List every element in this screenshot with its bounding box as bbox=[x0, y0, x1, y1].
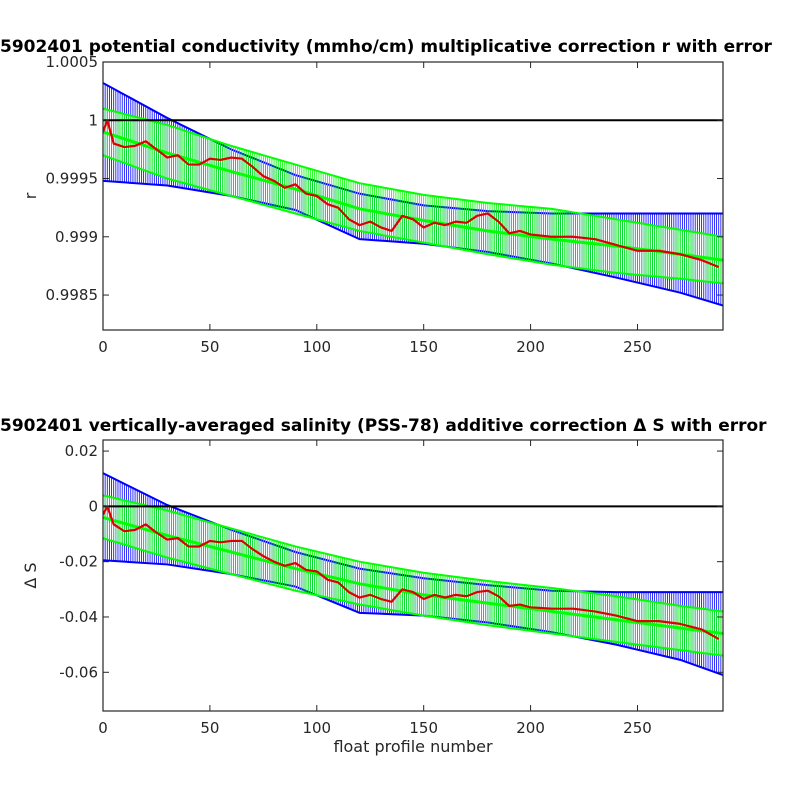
x-tick-label: 100 bbox=[302, 338, 331, 356]
panel-conductivity-correction: 0 50 100 150 200 250 0.9985 0.999 0.9995 1 1.00055… bbox=[0, 37, 773, 356]
y-tick-label: 0.9995 bbox=[46, 170, 99, 188]
y-axis-label: r bbox=[21, 192, 40, 199]
green-fit-upper bbox=[103, 107, 723, 238]
plot-area bbox=[103, 472, 723, 676]
red-series-line bbox=[103, 119, 720, 269]
x-tick-label: 50 bbox=[200, 338, 219, 356]
y-tick-label: 1.0005 bbox=[46, 53, 99, 71]
x-tick-label: 50 bbox=[200, 719, 219, 737]
axes-box bbox=[102, 439, 724, 712]
green-fit-center bbox=[103, 130, 723, 262]
y-tick-label: -0.02 bbox=[59, 553, 98, 571]
chart-title: 5902401 vertically-averaged salinity (PS… bbox=[0, 416, 767, 436]
x-tick-label: 250 bbox=[623, 338, 652, 356]
green-fit-lower bbox=[103, 537, 723, 657]
x-tick-label: 100 bbox=[302, 719, 331, 737]
y-tick-label: 0.999 bbox=[55, 228, 98, 246]
chart-title: 5902401 potential conductivity (mmho/cm)… bbox=[0, 37, 773, 57]
y-tick-label: 0 bbox=[88, 497, 98, 515]
x-tick-label: 250 bbox=[623, 719, 652, 737]
green-fit-center bbox=[103, 515, 723, 636]
plot-area bbox=[103, 82, 723, 307]
panel-salinity-correction: 0 50 100 150 200 250 -0.06 -0.04 -0.02 0 0.02 59024… bbox=[0, 416, 767, 756]
y-tick-label: 0.02 bbox=[65, 442, 98, 460]
y-tick-label: -0.04 bbox=[59, 608, 98, 626]
y-tick-label: 0.9985 bbox=[46, 286, 99, 304]
x-tick-label: 200 bbox=[516, 719, 545, 737]
x-tick-label: 0 bbox=[98, 338, 108, 356]
x-tick-label: 0 bbox=[98, 719, 108, 737]
red-series-line bbox=[103, 505, 720, 641]
axes-box bbox=[102, 61, 724, 331]
green-fit-upper bbox=[103, 494, 723, 613]
x-axis-label: float profile number bbox=[333, 737, 493, 756]
x-tick-label: 150 bbox=[409, 338, 438, 356]
y-axis-label: Δ S bbox=[21, 562, 40, 588]
x-tick-label: 200 bbox=[516, 338, 545, 356]
y-tick-label: 1 bbox=[88, 111, 98, 129]
green-fit-lower bbox=[103, 154, 723, 285]
blue-envelope-lower bbox=[103, 179, 723, 307]
x-tick-label: 150 bbox=[409, 719, 438, 737]
y-tick-label: -0.06 bbox=[59, 663, 98, 681]
